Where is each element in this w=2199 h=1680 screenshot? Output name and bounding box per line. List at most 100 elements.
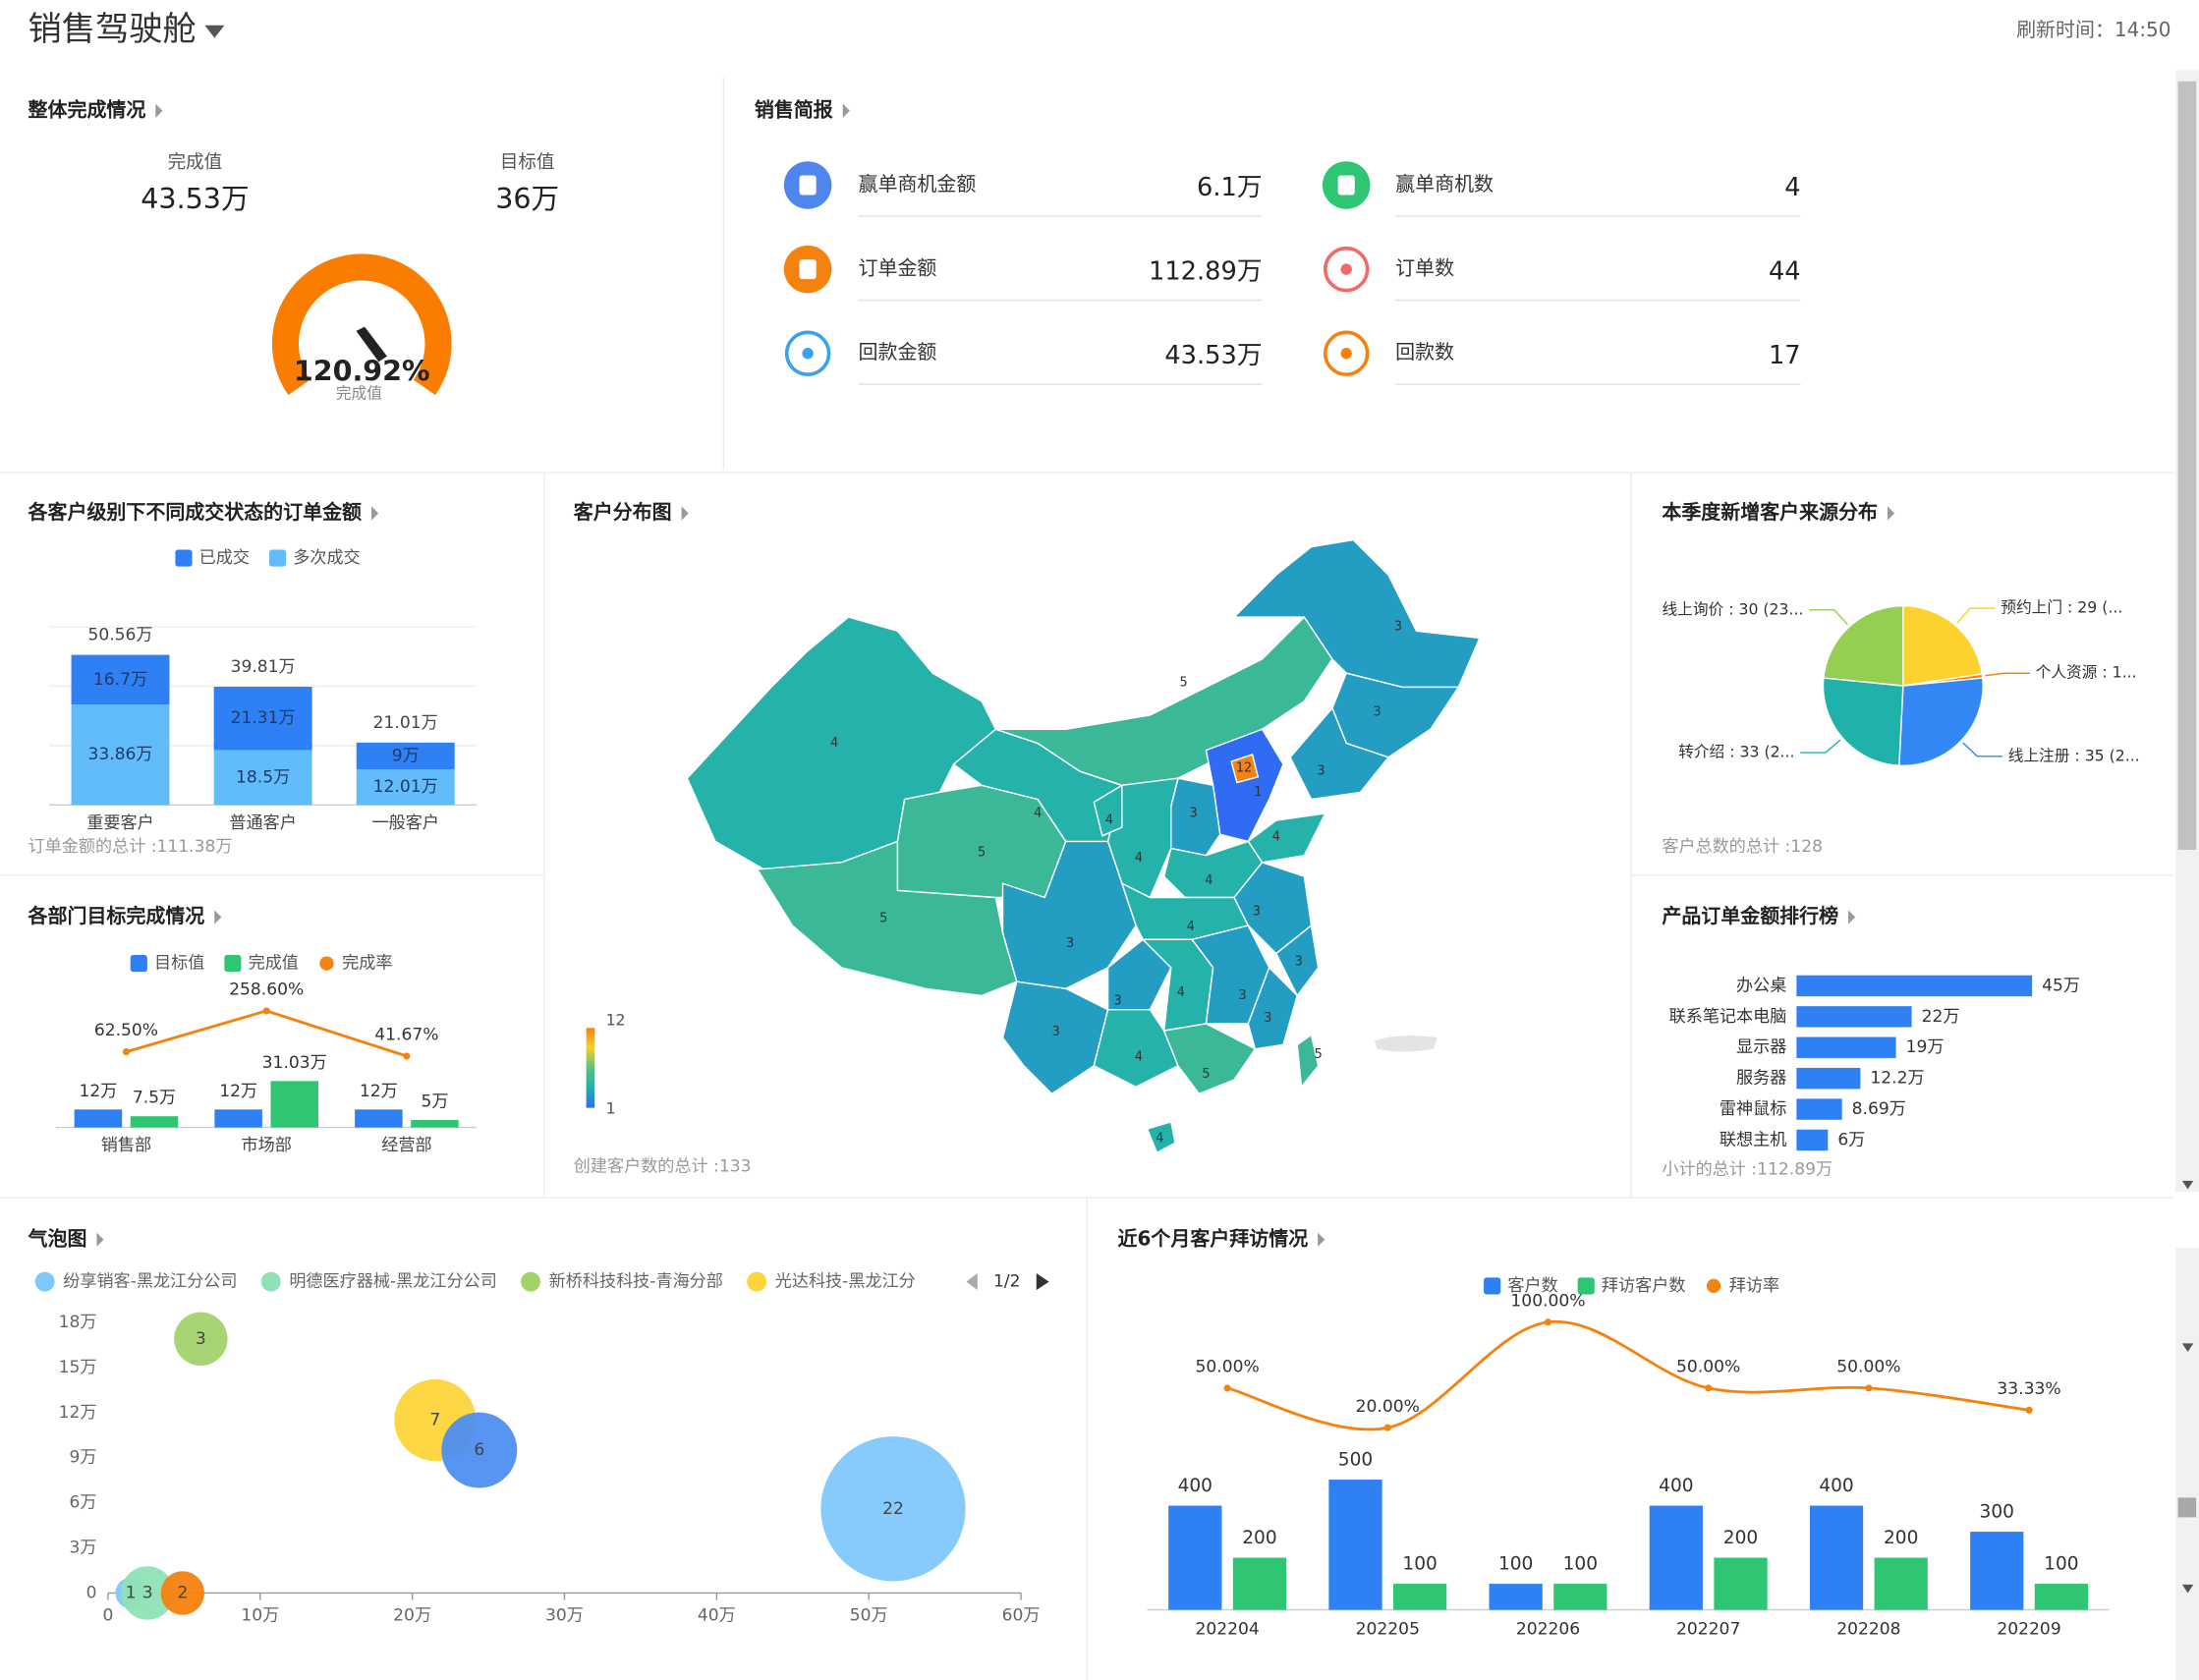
bubble-label: 2 <box>177 1583 188 1602</box>
bar <box>1489 1584 1543 1610</box>
pager-label: 1/2 <box>993 1272 1021 1292</box>
legend-marker <box>319 956 334 971</box>
panel-title: 客户分布图 <box>573 500 672 524</box>
y-tick-label: 办公桌 <box>1736 976 1786 995</box>
legend-label: 新桥科技科技-青海分部 <box>549 1272 723 1292</box>
brief-icon-glyph <box>799 259 817 280</box>
region-label: 4 <box>830 736 838 751</box>
bar-value-label: 100 <box>1402 1554 1437 1575</box>
brief-value: 112.89万 <box>1149 256 1263 286</box>
map-region <box>1001 980 1109 1095</box>
bar-value-label: 12万 <box>360 1082 398 1101</box>
region-label: 3 <box>1113 994 1121 1009</box>
bar-value-label: 100 <box>1563 1554 1598 1575</box>
brief-value: 44 <box>1769 256 1801 286</box>
bubble <box>820 1436 966 1582</box>
bar-segment <box>213 750 312 806</box>
y-tick-label: 雷神鼠标 <box>1720 1099 1786 1119</box>
region-label: 3 <box>1238 988 1246 1003</box>
bubble-legend: 纷享销客-黑龙江分公司 明德医疗器械-黑龙江分公司 新桥科技科技-青海分部 光达科技-… <box>34 1271 916 1292</box>
title-arrow <box>96 1232 104 1247</box>
bar <box>1232 1557 1287 1610</box>
region-label: 3 <box>1190 806 1198 820</box>
title-arrow <box>155 103 163 118</box>
bar-segment <box>213 687 312 751</box>
pie-label: 个人资源 : 1... <box>2036 663 2137 682</box>
bubble <box>160 1571 204 1615</box>
refresh-time: 刷新时间：14:50 <box>2016 18 2171 41</box>
bar-segment <box>356 769 455 806</box>
bar <box>1796 1129 1829 1151</box>
region-label: 4 <box>1034 806 1042 820</box>
panel-footer: 创建客户数的总计 :133 <box>574 1157 752 1177</box>
map-region <box>1247 966 1299 1050</box>
bar-value-label: 16.7万 <box>93 670 147 690</box>
pager-prev[interactable] <box>966 1273 978 1291</box>
region-label: 4 <box>1272 830 1280 845</box>
bubble-label: 7 <box>429 1410 440 1429</box>
y-tick-label: 显示器 <box>1736 1037 1786 1057</box>
panel-footer: 客户总数的总计 :128 <box>1662 837 1823 857</box>
bar <box>1393 1584 1447 1610</box>
bar-value-label: 22万 <box>1922 1007 1960 1027</box>
x-tick-label: 10万 <box>241 1605 279 1625</box>
rate-line <box>1226 1319 2030 1431</box>
bubble <box>174 1312 228 1367</box>
panel-title: 各客户级别下不同成交状态的订单金额 <box>28 500 362 524</box>
bar <box>1809 1505 1864 1610</box>
bar-value-label: 19万 <box>1906 1037 1945 1057</box>
x-tick-label: 普通客户 <box>229 813 296 833</box>
scrollbar[interactable] <box>2174 70 2199 1680</box>
visual-map-label: 12 <box>606 1011 626 1030</box>
rate-point <box>403 1052 411 1060</box>
panel-title: 本季度新增客户来源分布 <box>1662 500 1878 524</box>
pie-label: 线上注册 : 35 (2... <box>2008 746 2140 764</box>
pie-label: 预约上门 : 29 (... <box>2001 598 2122 617</box>
pie-slice <box>1823 604 1904 687</box>
bubble <box>120 1566 175 1620</box>
region-label: 4 <box>1105 813 1113 828</box>
kpi-label: 完成值 <box>168 152 223 173</box>
rate-label: 62.50% <box>94 1021 158 1040</box>
bubble-label: 3 <box>196 1329 206 1349</box>
rate-point <box>1705 1384 1713 1392</box>
bar-value-label: 12万 <box>219 1082 257 1101</box>
pie-slice <box>1822 677 1904 767</box>
brief-icon <box>1324 246 1370 293</box>
x-tick-label: 重要客户 <box>86 813 153 833</box>
y-tick-label: 3万 <box>69 1539 96 1558</box>
map-region <box>1289 706 1390 801</box>
bar <box>1553 1584 1607 1610</box>
pie-leader <box>1800 739 1841 754</box>
bar-value-label: 200 <box>1242 1528 1276 1548</box>
legend-marker <box>747 1271 767 1292</box>
rate-label: 50.00% <box>1195 1357 1259 1376</box>
bubble-label: 22 <box>882 1499 904 1519</box>
kpi-value: 43.53万 <box>141 183 249 215</box>
legend-marker <box>521 1271 541 1292</box>
brief-label: 订单金额 <box>859 256 937 280</box>
bar-segment <box>356 742 455 770</box>
kpi-label: 目标值 <box>500 152 555 173</box>
region-label: 3 <box>1295 955 1303 970</box>
y-tick-label: 联想主机 <box>1720 1130 1786 1149</box>
bar-value-label: 400 <box>1659 1476 1693 1496</box>
bar-value-label: 12.2万 <box>1870 1069 1924 1089</box>
region-label: 3 <box>1052 1025 1060 1039</box>
x-tick-label: 202205 <box>1356 1620 1420 1640</box>
legend-marker <box>260 1271 281 1292</box>
bar <box>74 1109 123 1128</box>
legend-marker <box>175 549 193 567</box>
x-tick-label: 60万 <box>1002 1605 1041 1625</box>
brief-value: 6.1万 <box>1197 173 1263 202</box>
x-tick-label: 202207 <box>1676 1620 1740 1640</box>
pager-next[interactable] <box>1036 1273 1049 1291</box>
pie-slice <box>1902 604 1984 687</box>
panel-title: 销售简报 <box>755 97 833 121</box>
bar <box>1796 1067 1861 1090</box>
y-tick-label: 9万 <box>69 1448 96 1468</box>
gauge-caption: 完成值 <box>336 384 382 403</box>
map-region <box>1296 1034 1320 1090</box>
region-label: 3 <box>1066 936 1074 951</box>
x-tick-label: 202208 <box>1836 1620 1900 1640</box>
